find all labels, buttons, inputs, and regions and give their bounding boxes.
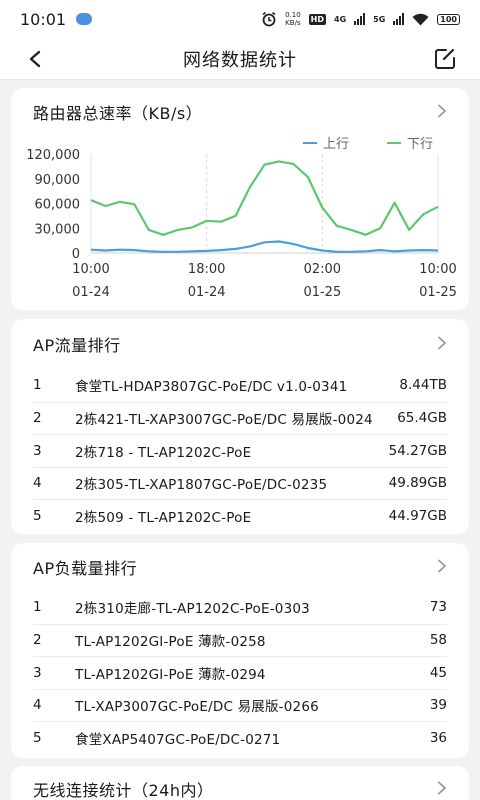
alarm-icon [261, 11, 277, 27]
ap-load-row[interactable]: 3 TL-AP1202GI-PoE 薄款-0294 45 [33, 656, 447, 689]
ap-traffic-title: AP流量排行 [33, 336, 121, 355]
router-card-header[interactable]: 路由器总速率（KB/s） [11, 88, 469, 136]
ap-name: 食堂TL-HDAP3807GC-PoE/DC v1.0-0341 [75, 379, 348, 396]
load-value: 73 [429, 599, 447, 616]
chevron-right-icon [437, 780, 447, 799]
wireless-stats-card: 无线连接统计（24h内） [11, 766, 469, 800]
router-card-title: 路由器总速率（KB/s） [33, 104, 203, 123]
signal-icon-2 [393, 13, 405, 25]
chevron-right-icon [437, 335, 447, 354]
ap-traffic-row[interactable]: 4 2栋305-TL-XAP1807GC-PoE/DC-0235 49.89GB [33, 466, 447, 500]
ap-name: 2栋310走廊-TL-AP1202C-PoE-0303 [75, 601, 310, 618]
ap-name: 食堂XAP5407GC-PoE/DC-0271 [75, 731, 281, 748]
rank-number: 1 [33, 599, 42, 616]
ap-traffic-card: AP流量排行 1 食堂TL-HDAP3807GC-PoE/DC v1.0-034… [11, 319, 469, 534]
chevron-right-icon [437, 558, 447, 577]
traffic-value: 65.4GB [397, 410, 447, 427]
load-value: 39 [429, 697, 447, 714]
ap-traffic-row[interactable]: 2 2栋421-TL-XAP3007GC-PoE/DC 易展版-0024 65.… [33, 401, 447, 435]
load-value: 36 [429, 729, 447, 746]
network-type-2: 5G [373, 14, 386, 24]
status-time: 10:01 [20, 9, 67, 29]
x-tick-date: 01-24 [188, 285, 226, 300]
hd-icon: HD [308, 13, 327, 25]
wifi-icon [412, 13, 429, 26]
x-tick-time: 18:00 [188, 262, 225, 277]
series-line-download [90, 160, 439, 236]
traffic-value: 8.44TB [399, 377, 447, 394]
x-tick-time: 10:00 [419, 262, 456, 277]
network-type-1: 4G [334, 14, 347, 24]
wireless-card-header[interactable]: 无线连接统计（24h内） [11, 766, 469, 800]
network-speed: 0.10 KB/s [285, 11, 301, 27]
edit-button[interactable] [432, 46, 458, 72]
rank-number: 1 [33, 377, 42, 394]
x-tick-date: 01-24 [72, 285, 110, 300]
ap-name: 2栋421-TL-XAP3007GC-PoE/DC 易展版-0024 [75, 412, 373, 429]
rank-number: 5 [33, 507, 42, 524]
battery-icon: 100 [437, 13, 460, 25]
traffic-value: 44.97GB [388, 507, 447, 524]
ap-name: TL-AP1202GI-PoE 薄款-0294 [75, 666, 266, 683]
ap-traffic-row[interactable]: 3 2栋718 - TL-AP1202C-PoE 54.27GB [33, 434, 447, 467]
ap-load-title: AP负载量排行 [33, 559, 138, 578]
rank-number: 5 [33, 729, 42, 746]
ap-load-row[interactable]: 4 TL-XAP3007GC-PoE/DC 易展版-0266 39 [33, 688, 447, 722]
y-tick-label: 90,000 [35, 173, 81, 188]
rank-number: 3 [33, 442, 42, 459]
ap-name: 2栋509 - TL-AP1202C-PoE [75, 509, 252, 526]
back-button[interactable] [22, 46, 48, 72]
x-tick-date: 01-25 [303, 285, 341, 300]
legend-label: 下行 [407, 137, 433, 152]
rank-number: 2 [33, 410, 42, 427]
traffic-value: 49.89GB [388, 475, 447, 492]
series-line-upload [90, 240, 439, 253]
chevron-right-icon [437, 103, 447, 122]
traffic-value: 54.27GB [388, 442, 447, 459]
router-speed-card: 路由器总速率（KB/s） 120,000 90,000 60,000 30,000 0 1… [11, 88, 469, 310]
ap-name: 2栋718 - TL-AP1202C-PoE [75, 444, 252, 461]
rank-number: 4 [33, 697, 42, 714]
ap-traffic-list: 1 食堂TL-HDAP3807GC-PoE/DC v1.0-0341 8.44T… [11, 369, 469, 532]
ap-load-row[interactable]: 5 食堂XAP5407GC-PoE/DC-0271 36 [33, 721, 447, 754]
y-tick-label: 30,000 [35, 222, 81, 237]
ap-load-row[interactable]: 1 2栋310走廊-TL-AP1202C-PoE-0303 73 [33, 591, 447, 624]
x-tick-time: 02:00 [304, 262, 341, 277]
rank-number: 2 [33, 632, 42, 649]
rank-number: 3 [33, 664, 42, 681]
page-title: 网络数据统计 [183, 49, 297, 71]
edit-icon [435, 48, 455, 69]
rank-number: 4 [33, 475, 42, 492]
router-speed-chart: 120,00090,00060,00030,000010:0001-2418:0… [26, 137, 457, 300]
y-tick-label: 60,000 [35, 198, 81, 213]
cloud-icon [76, 13, 93, 25]
y-tick-label: 120,000 [26, 148, 80, 163]
ap-traffic-row[interactable]: 5 2栋509 - TL-AP1202C-PoE 44.97GB [33, 499, 447, 532]
load-value: 58 [429, 632, 447, 649]
ap-load-header[interactable]: AP负载量排行 [11, 543, 469, 591]
ap-name: 2栋305-TL-XAP1807GC-PoE/DC-0235 [75, 477, 328, 494]
ap-load-card: AP负载量排行 1 2栋310走廊-TL-AP1202C-PoE-0303 73… [11, 543, 469, 758]
ap-name: TL-AP1202GI-PoE 薄款-0258 [75, 634, 266, 651]
ap-name: TL-XAP3007GC-PoE/DC 易展版-0266 [75, 699, 319, 716]
app-header: 网络数据统计 [0, 38, 480, 80]
ap-traffic-header[interactable]: AP流量排行 [11, 319, 469, 369]
load-value: 45 [429, 664, 447, 681]
signal-icon [354, 13, 366, 25]
wireless-card-title: 无线连接统计（24h内） [33, 781, 214, 800]
ap-traffic-row[interactable]: 1 食堂TL-HDAP3807GC-PoE/DC v1.0-0341 8.44T… [33, 369, 447, 402]
x-tick-date: 01-25 [419, 285, 457, 300]
x-tick-time: 10:00 [72, 262, 109, 277]
y-tick-label: 0 [72, 247, 80, 262]
ap-load-row[interactable]: 2 TL-AP1202GI-PoE 薄款-0258 58 [33, 623, 447, 657]
ap-load-list: 1 2栋310走廊-TL-AP1202C-PoE-0303 73 2 TL-AP… [11, 591, 469, 754]
status-bar: 10:01 0.10 KB/s HD 4G 5G 100 [0, 0, 480, 38]
legend-label: 上行 [323, 137, 349, 152]
back-arrow-icon [29, 50, 41, 67]
